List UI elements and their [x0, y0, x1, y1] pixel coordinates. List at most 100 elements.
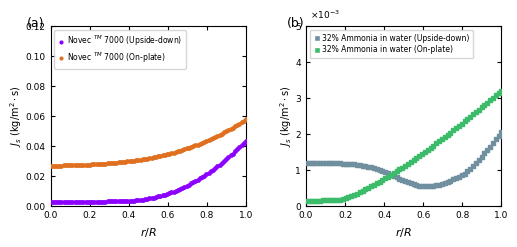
- Point: [59, 200, 68, 204]
- Point: [176, 187, 184, 191]
- Point: [172, 189, 180, 193]
- Point: [68, 200, 77, 204]
- Point: [344, 162, 353, 166]
- Point: [220, 159, 228, 163]
- Point: [429, 184, 437, 188]
- Point: [404, 180, 412, 184]
- X-axis label: $r/R$: $r/R$: [396, 226, 412, 239]
- Point: [66, 200, 74, 204]
- Point: [88, 163, 96, 166]
- Point: [161, 153, 169, 157]
- Point: [444, 180, 452, 184]
- Point: [53, 200, 61, 204]
- Point: [483, 148, 492, 152]
- Point: [316, 199, 324, 203]
- Point: [187, 145, 195, 149]
- Point: [333, 198, 341, 202]
- Point: [110, 161, 118, 165]
- Point: [435, 139, 443, 143]
- Point: [139, 157, 147, 161]
- Point: [222, 129, 231, 133]
- Point: [165, 191, 173, 195]
- Point: [418, 152, 427, 156]
- Point: [202, 172, 210, 176]
- Point: [401, 179, 409, 183]
- Point: [141, 197, 149, 201]
- Point: [235, 122, 244, 125]
- Point: [128, 159, 136, 163]
- Point: [101, 200, 110, 204]
- Point: [112, 161, 120, 165]
- Point: [108, 161, 116, 165]
- Point: [384, 175, 392, 179]
- Point: [327, 161, 336, 165]
- Point: [361, 187, 370, 191]
- Point: [196, 142, 204, 146]
- Point: [475, 158, 483, 162]
- Point: [75, 163, 83, 167]
- Point: [497, 89, 506, 93]
- Point: [342, 196, 350, 200]
- Point: [421, 150, 429, 154]
- Point: [66, 163, 74, 167]
- Point: [209, 168, 217, 172]
- Legend: Novec $^{TM}$ 7000 (Upside-down), Novec $^{TM}$ 7000 (On-plate): Novec $^{TM}$ 7000 (Upside-down), Novec …: [54, 30, 186, 69]
- Point: [97, 200, 105, 204]
- Point: [237, 143, 246, 147]
- Point: [57, 164, 66, 167]
- Point: [47, 164, 55, 168]
- Point: [308, 199, 316, 203]
- Point: [224, 155, 233, 159]
- Point: [214, 165, 222, 168]
- Point: [68, 163, 77, 167]
- Point: [432, 142, 440, 145]
- Point: [77, 200, 85, 204]
- Point: [105, 200, 114, 204]
- Point: [59, 164, 68, 167]
- Point: [427, 146, 435, 150]
- Point: [180, 185, 189, 189]
- Point: [178, 186, 187, 190]
- Point: [492, 138, 500, 142]
- Point: [110, 200, 118, 204]
- Point: [390, 171, 398, 175]
- Point: [147, 196, 156, 200]
- Point: [88, 200, 96, 204]
- Point: [143, 197, 151, 201]
- Point: [207, 137, 215, 141]
- Point: [205, 171, 213, 175]
- Point: [455, 124, 463, 128]
- Point: [163, 152, 171, 156]
- Point: [319, 161, 327, 165]
- Point: [472, 110, 480, 114]
- Point: [101, 162, 110, 165]
- Point: [158, 153, 166, 157]
- Point: [373, 181, 381, 185]
- Point: [99, 162, 108, 166]
- Point: [147, 156, 156, 160]
- Point: [134, 158, 143, 162]
- Point: [455, 175, 463, 179]
- Point: [364, 165, 372, 169]
- Point: [240, 141, 248, 145]
- Point: [432, 184, 440, 187]
- Point: [390, 174, 398, 178]
- Point: [103, 200, 112, 204]
- Point: [178, 148, 187, 152]
- Point: [226, 153, 235, 157]
- Point: [158, 193, 166, 197]
- Point: [463, 169, 472, 173]
- Point: [478, 155, 486, 159]
- Point: [367, 165, 375, 169]
- Point: [381, 170, 389, 174]
- Point: [237, 120, 246, 124]
- Point: [229, 151, 237, 155]
- Point: [344, 195, 353, 199]
- Point: [423, 185, 432, 188]
- Point: [121, 199, 129, 203]
- Point: [145, 156, 154, 160]
- Point: [141, 157, 149, 161]
- Point: [119, 160, 127, 164]
- Point: [143, 157, 151, 161]
- Point: [392, 175, 401, 179]
